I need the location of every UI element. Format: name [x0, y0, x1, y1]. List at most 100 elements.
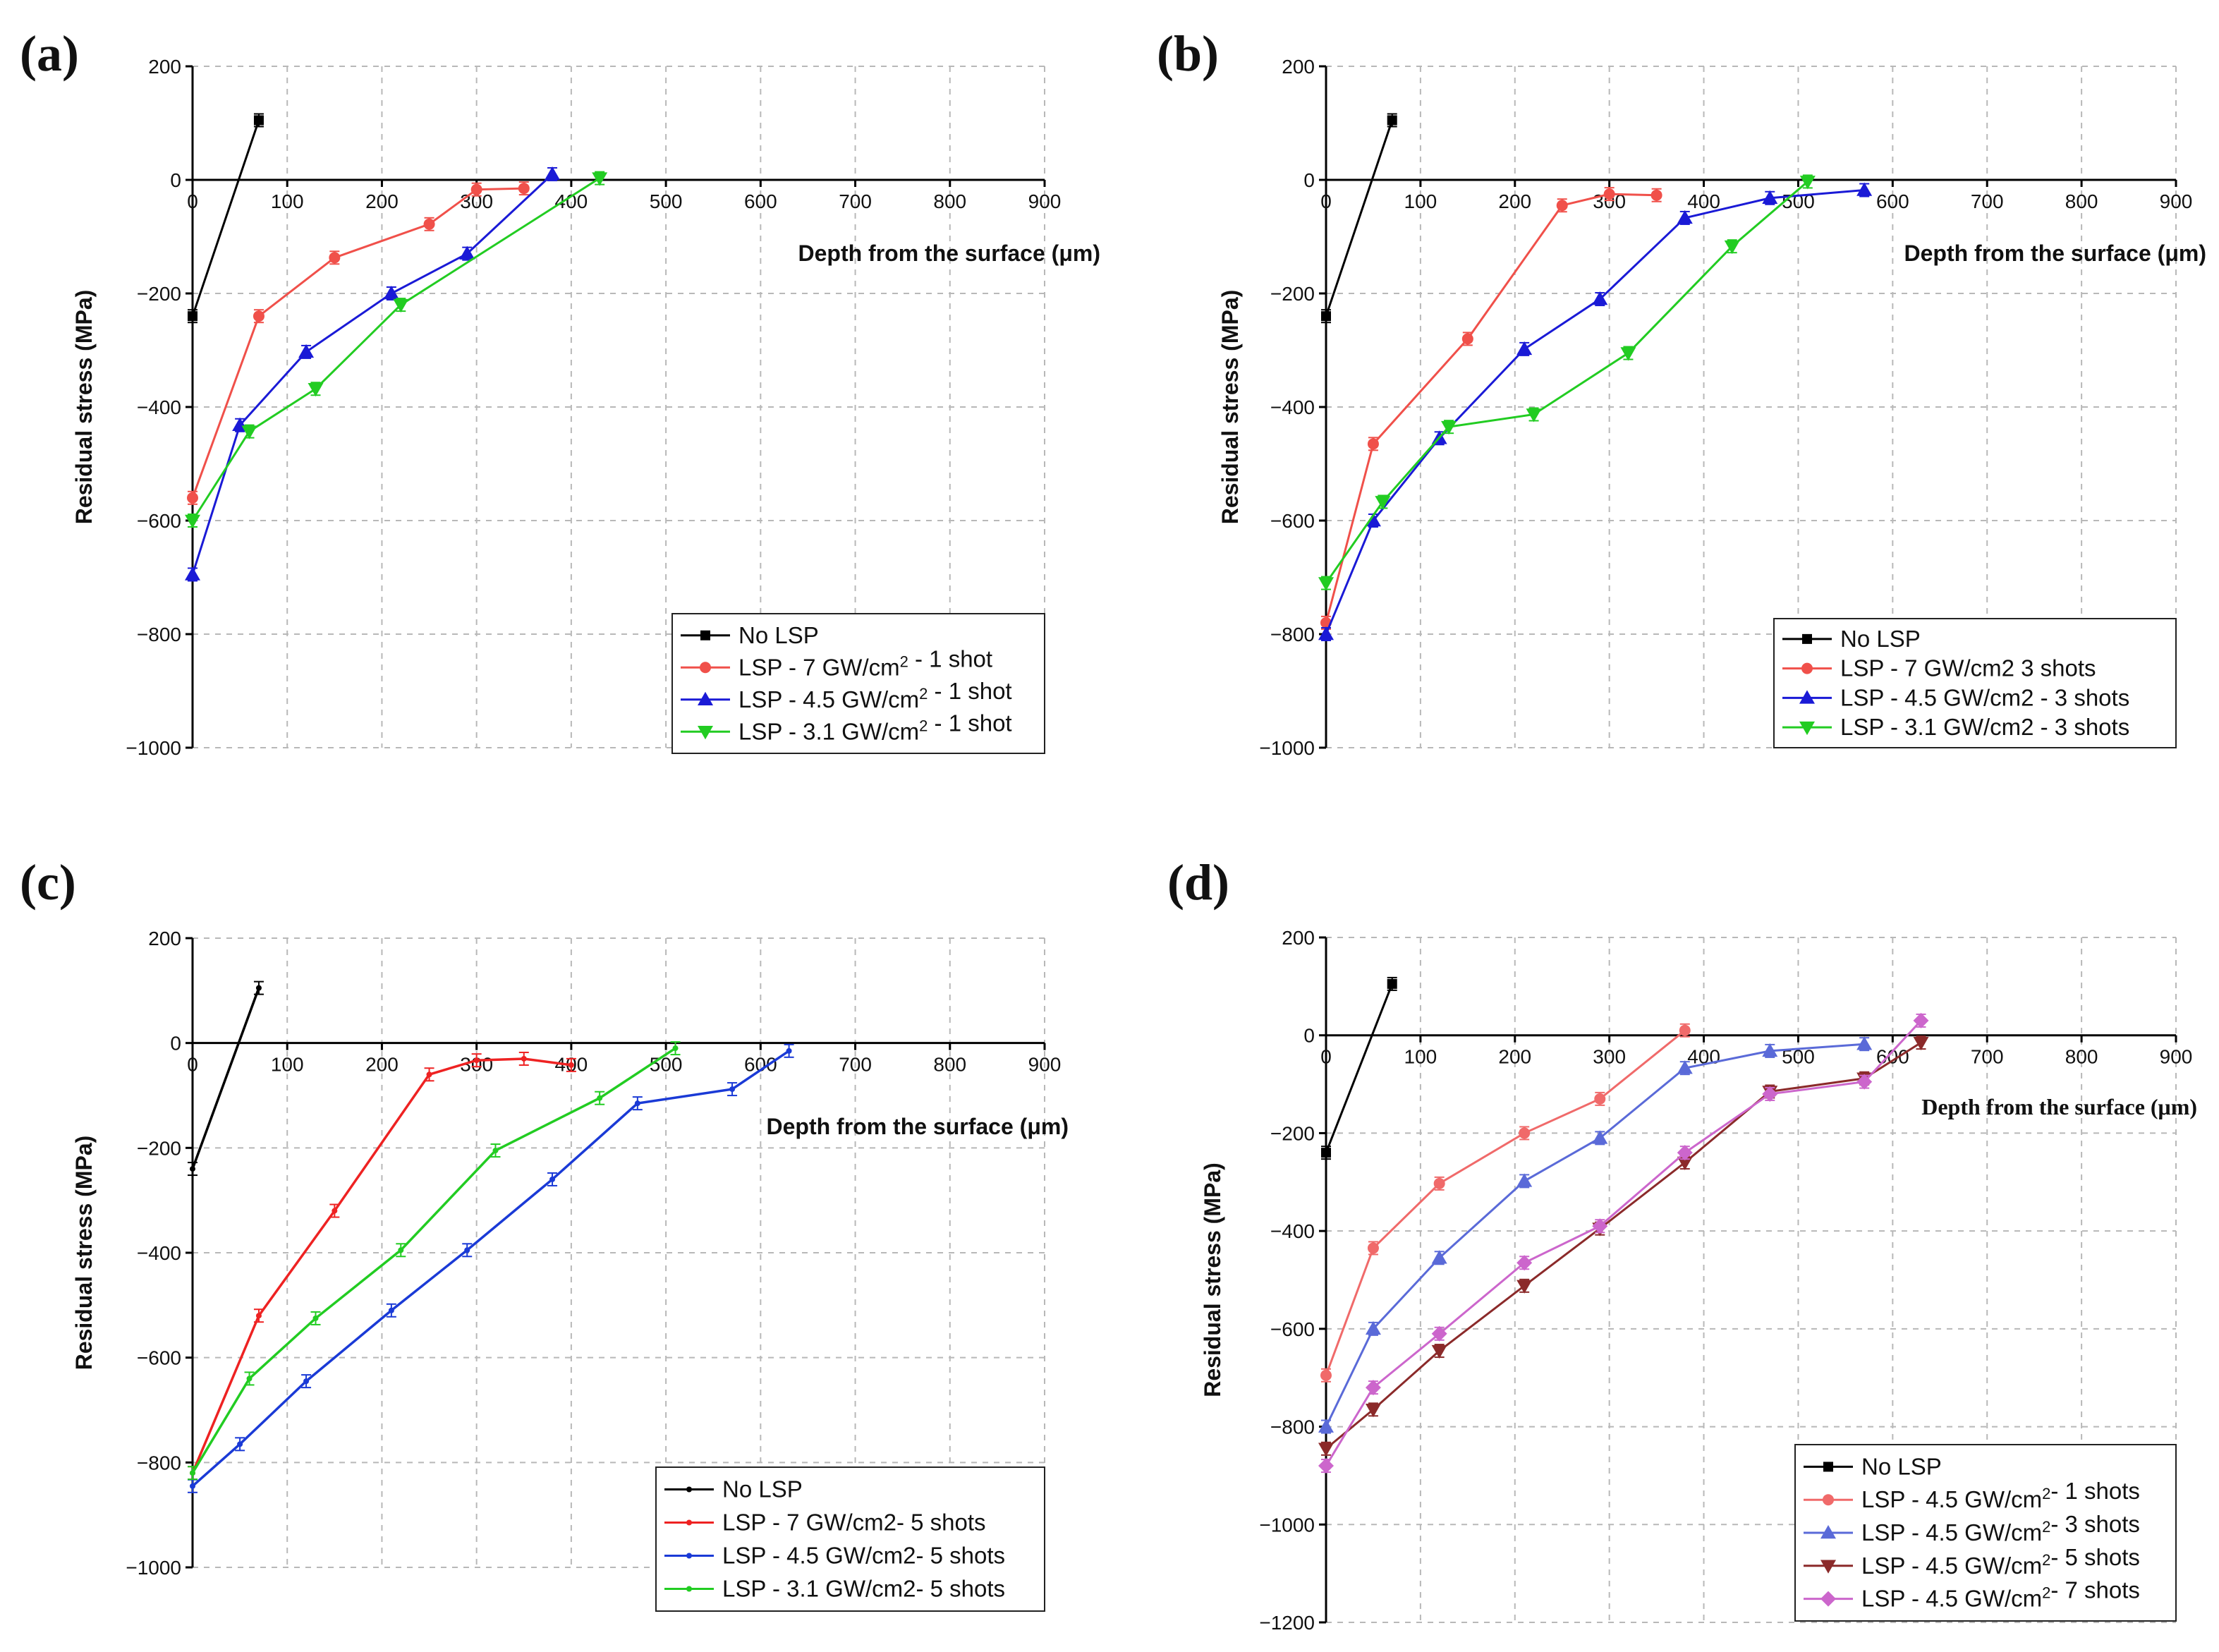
y-tick-label: 200: [148, 928, 181, 949]
legend-label: LSP - 7 GW/cm2 - 1 shot: [738, 645, 992, 680]
data-point: [329, 252, 341, 264]
legend-label: LSP - 3.1 GW/cm2 - 3 shots: [1840, 714, 2129, 740]
y-axis-title: Residual stress (MPa): [1200, 1162, 1225, 1397]
legend-swatch-marker: [1820, 1560, 1836, 1574]
x-tick-label: 700: [839, 190, 872, 212]
legend-box: [1773, 618, 2177, 748]
data-point: [188, 311, 197, 322]
x-axis-title: Depth from the surface (μm): [766, 1114, 1069, 1139]
data-point: [190, 1166, 195, 1172]
series-line: [1325, 119, 1394, 317]
y-tick-label: 200: [1282, 56, 1315, 78]
data-point: [308, 382, 324, 397]
data-point: [1461, 333, 1473, 345]
series-line: [191, 177, 600, 521]
data-point: [1365, 1380, 1381, 1396]
data-point: [1556, 200, 1568, 212]
series-line: [1325, 188, 1865, 635]
x-tick-label: 700: [1971, 190, 2004, 212]
y-tick-label: −1000: [126, 1557, 181, 1579]
x-tick-label: 0: [187, 190, 198, 212]
legend-swatch-marker: [1820, 1591, 1836, 1607]
data-point: [1375, 496, 1391, 510]
data-point: [185, 514, 200, 528]
data-point: [1677, 1156, 1693, 1171]
data-point: [597, 1095, 603, 1101]
series-0: [1321, 976, 1397, 1160]
x-tick-label: 200: [365, 1054, 399, 1076]
x-tick-label: 100: [1404, 1046, 1437, 1068]
x-tick-label: 900: [1028, 190, 1062, 212]
legend-label: No LSP: [1840, 626, 1921, 652]
legend-swatch-marker: [686, 1553, 692, 1559]
data-point: [1762, 1086, 1778, 1102]
y-tick-label: 200: [148, 56, 181, 78]
data-point: [246, 1375, 253, 1382]
series-line: [191, 119, 260, 317]
data-point: [1318, 1443, 1334, 1457]
y-tick-label: −200: [1270, 1122, 1315, 1144]
panel-label: (b): [1157, 25, 1219, 82]
data-point: [298, 344, 315, 358]
y-tick-label: −400: [137, 396, 181, 418]
legend-label: No LSP: [1861, 1453, 1942, 1479]
legend-swatch-marker: [700, 662, 711, 674]
y-tick-label: −1200: [1259, 1612, 1315, 1634]
legend-label: No LSP: [738, 622, 819, 648]
data-point: [187, 492, 198, 504]
y-tick-label: −200: [137, 283, 181, 305]
data-point: [1321, 311, 1331, 322]
data-point: [241, 425, 257, 439]
series-line: [1325, 1029, 1686, 1376]
x-axis-title: Depth from the surface (μm): [798, 241, 1100, 266]
legend-label: LSP - 7 GW/cm2 3 shots: [1840, 655, 2096, 681]
data-point: [1592, 291, 1608, 305]
x-tick-label: 800: [2065, 190, 2098, 212]
data-point: [1856, 1074, 1873, 1090]
data-point: [185, 566, 200, 581]
y-tick-label: −800: [137, 1452, 181, 1474]
data-point: [1431, 1344, 1447, 1359]
series-line: [191, 173, 554, 575]
series-1: [187, 181, 530, 505]
series-1: [1320, 1023, 1691, 1383]
data-point: [1799, 176, 1816, 190]
legend-swatch-marker: [698, 726, 713, 740]
y-axis-title: Residual stress (MPa): [1217, 290, 1243, 525]
series-2: [185, 166, 561, 582]
data-point: [518, 183, 530, 195]
data-point: [1367, 438, 1379, 450]
x-tick-label: 800: [933, 1054, 966, 1076]
data-point: [312, 1315, 319, 1321]
x-tick-label: 700: [839, 1054, 872, 1076]
series-0: [1321, 113, 1397, 324]
y-tick-label: −1000: [1259, 1514, 1315, 1536]
y-tick-label: −400: [1270, 1220, 1315, 1242]
x-tick-label: 0: [187, 1054, 198, 1076]
legend-swatch-marker: [1823, 1462, 1833, 1472]
data-point: [545, 166, 561, 181]
series-line: [191, 187, 524, 499]
series-2: [1318, 182, 1873, 641]
x-tick-label: 600: [744, 1054, 777, 1076]
legend-swatch-marker: [1820, 1525, 1836, 1539]
data-point: [1856, 182, 1873, 196]
data-point: [473, 1057, 480, 1064]
data-point: [592, 172, 608, 186]
x-tick-label: 0: [1320, 1046, 1332, 1068]
y-axis-title: Residual stress (MPa): [71, 290, 97, 525]
y-tick-label: −800: [1270, 1416, 1315, 1438]
data-point: [423, 218, 435, 230]
data-point: [568, 1062, 574, 1068]
y-tick-label: −600: [1270, 1318, 1315, 1340]
x-tick-label: 800: [933, 190, 966, 212]
data-point: [464, 1247, 470, 1253]
y-tick-label: −600: [1270, 510, 1315, 532]
x-tick-label: 600: [1876, 190, 1909, 212]
x-tick-label: 400: [1687, 190, 1720, 212]
series-4: [1318, 1012, 1929, 1474]
